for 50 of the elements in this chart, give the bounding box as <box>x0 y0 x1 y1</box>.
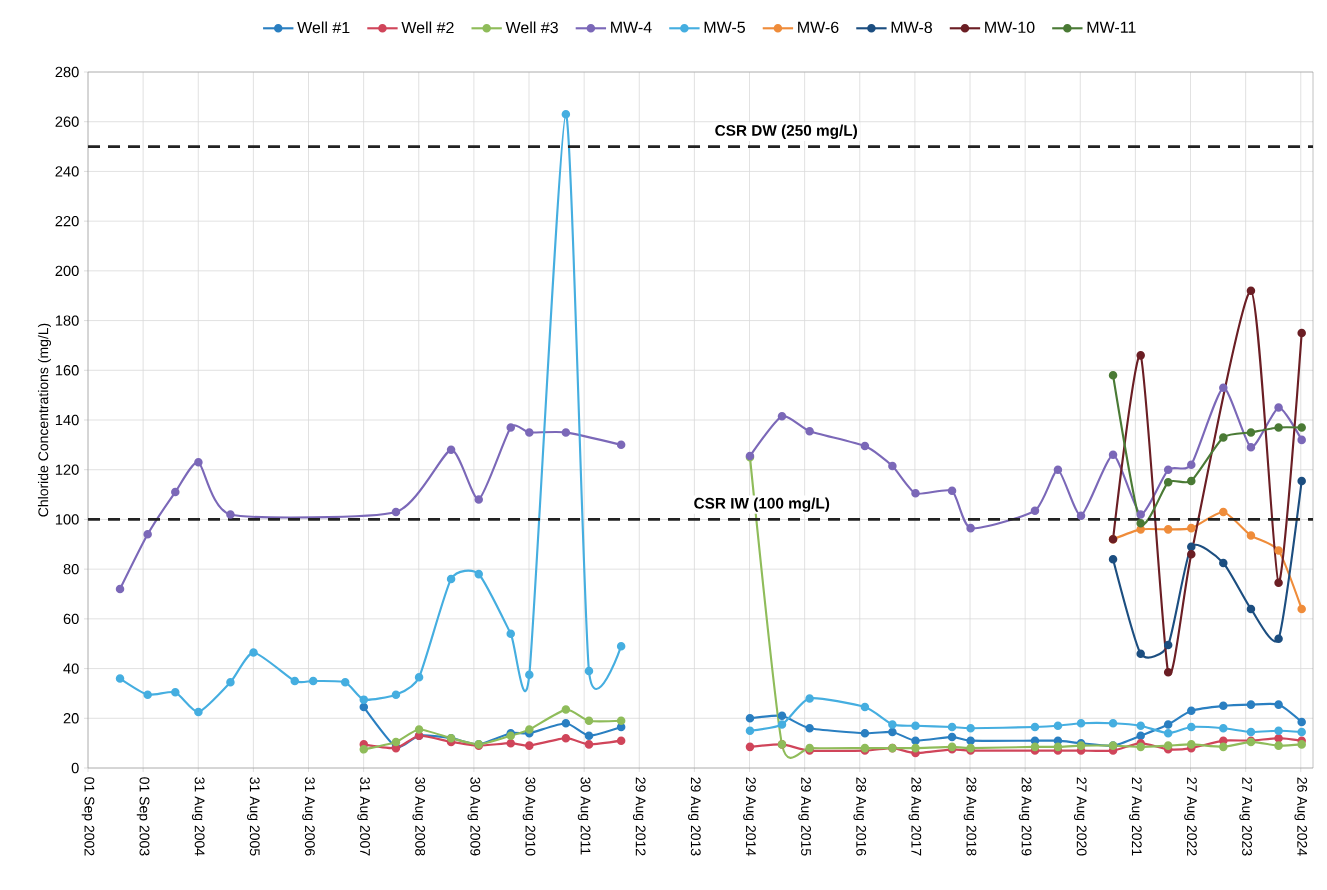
legend-label: MW-10 <box>985 21 1035 34</box>
ref-line-label: CSR DW (250 mg/L) <box>715 124 858 139</box>
x-tick-label: 27 Aug 2021 <box>1129 777 1142 856</box>
y-tick-label: 220 <box>55 215 79 227</box>
y-tick-label: 280 <box>55 66 79 78</box>
x-tick-label: 29 Aug 2013 <box>688 777 701 856</box>
y-tick-label: 260 <box>55 116 79 127</box>
x-tick-label: 26 Aug 2024 <box>1294 777 1308 856</box>
legend-label: MW-8 <box>891 21 932 34</box>
x-tick-label: 27 Aug 2023 <box>1239 777 1252 856</box>
y-tick-label: 160 <box>55 365 79 376</box>
y-tick-label: 20 <box>63 713 79 724</box>
legend-label: MW-11 <box>1087 21 1136 33</box>
legend-label: MW-6 <box>798 21 839 34</box>
y-tick-label: 100 <box>55 514 79 525</box>
x-tick-label: 31 Aug 2004 <box>191 777 205 856</box>
y-tick-label: 180 <box>55 315 79 326</box>
y-tick-label: 0 <box>71 762 79 774</box>
x-tick-label: 27 Aug 2020 <box>1073 777 1087 856</box>
x-tick-label: 28 Aug 2017 <box>908 777 922 856</box>
y-axis-title: Chloride Concentrations (mg/L) <box>37 323 51 517</box>
x-tick-label: 29 Aug 2014 <box>743 777 756 856</box>
legend-label: MW-5 <box>704 21 745 33</box>
x-tick-label: 01 Sep 2002 <box>81 777 95 856</box>
y-tick-label: 240 <box>55 166 79 177</box>
x-tick-label: 28 Aug 2016 <box>853 777 867 856</box>
x-tick-label: 30 Aug 2010 <box>522 777 536 856</box>
x-tick-label: 29 Aug 2015 <box>798 777 811 856</box>
x-tick-label: 30 Aug 2009 <box>467 777 481 856</box>
x-tick-label: 31 Aug 2005 <box>247 777 260 856</box>
y-tick-label: 200 <box>55 265 79 277</box>
y-tick-label: 40 <box>63 663 79 674</box>
x-tick-label: 28 Aug 2018 <box>963 777 977 856</box>
x-tick-label: 31 Aug 2006 <box>302 777 315 856</box>
y-tick-label: 60 <box>63 613 79 625</box>
x-tick-label: 31 Aug 2007 <box>357 777 370 856</box>
x-tick-label: 30 Aug 2011 <box>577 777 591 855</box>
y-tick-label: 140 <box>55 414 79 426</box>
x-tick-label: 27 Aug 2022 <box>1184 777 1197 856</box>
y-tick-label: 80 <box>63 563 79 575</box>
x-tick-label: 28 Aug 2019 <box>1018 777 1032 856</box>
legend-label: Well #1 <box>297 21 350 34</box>
ref-line-label: CSR IW (100 mg/L) <box>694 497 830 512</box>
x-tick-label: 30 Aug 2008 <box>412 777 426 856</box>
x-tick-label: 01 Sep 2003 <box>136 777 150 856</box>
legend-label: Well #2 <box>401 21 454 34</box>
legend-label: MW-4 <box>611 21 652 33</box>
x-tick-label: 29 Aug 2012 <box>632 777 646 856</box>
y-tick-label: 120 <box>55 464 79 475</box>
legend-label: Well #3 <box>505 21 558 34</box>
